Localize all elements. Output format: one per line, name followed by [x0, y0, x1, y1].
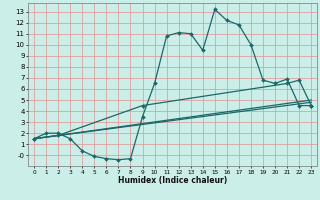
X-axis label: Humidex (Indice chaleur): Humidex (Indice chaleur)	[118, 176, 227, 185]
